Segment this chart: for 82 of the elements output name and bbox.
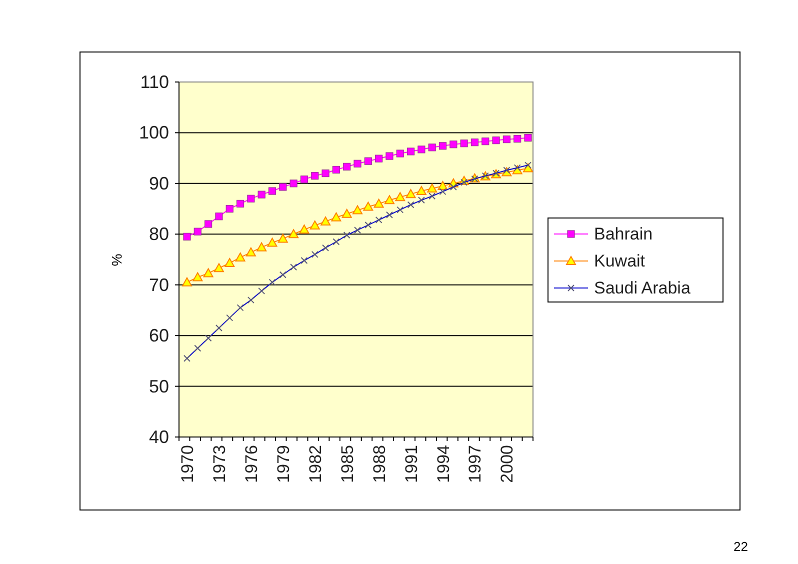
point <box>438 142 447 150</box>
y-tick-label: 100 <box>138 122 169 143</box>
point <box>384 195 394 204</box>
point <box>364 157 372 165</box>
point <box>416 186 426 196</box>
point <box>247 194 255 202</box>
point <box>256 242 267 252</box>
point <box>214 263 224 272</box>
x-tick-label: 1976 <box>242 445 261 483</box>
point <box>268 187 276 195</box>
point <box>300 176 308 184</box>
x-tick-label: 1994 <box>434 445 453 483</box>
x-tick-label: 2000 <box>498 445 517 483</box>
point <box>450 140 458 148</box>
y-tick-label: 110 <box>140 72 169 92</box>
y-axis-title: % <box>109 254 125 266</box>
point <box>332 166 340 174</box>
y-tick-label: 40 <box>148 427 169 447</box>
point <box>418 146 426 154</box>
point <box>470 138 479 146</box>
legend-label: Saudi Arabia <box>594 278 691 298</box>
point <box>395 192 406 202</box>
point <box>236 200 244 208</box>
point <box>278 234 288 243</box>
point <box>215 212 223 220</box>
point <box>311 172 319 180</box>
point <box>226 204 234 213</box>
point <box>267 238 278 247</box>
point <box>192 272 203 282</box>
point <box>182 277 192 286</box>
point <box>194 228 202 236</box>
point <box>288 229 299 238</box>
legend-label: Bahrain <box>594 224 653 244</box>
point <box>428 144 436 152</box>
x-tick-label: 1991 <box>402 445 421 483</box>
point <box>375 154 383 162</box>
point <box>363 202 374 211</box>
point <box>224 258 235 268</box>
y-tick-label: 80 <box>148 224 169 244</box>
point <box>386 152 394 160</box>
x-tick-label: 1982 <box>306 445 325 483</box>
x-tick-label: 1973 <box>210 445 229 483</box>
point <box>352 205 362 214</box>
y-tick-label: 60 <box>148 326 169 346</box>
point <box>460 140 468 148</box>
point <box>203 268 214 278</box>
x-tick-label: 1979 <box>274 445 293 483</box>
point <box>438 180 448 190</box>
point <box>235 252 246 262</box>
point <box>374 198 384 208</box>
text: 22 <box>734 539 748 554</box>
point <box>258 190 266 198</box>
point <box>427 184 438 192</box>
point <box>290 180 298 188</box>
point <box>183 232 191 240</box>
point <box>279 183 287 191</box>
x-tick-label: 1997 <box>466 445 485 483</box>
point <box>396 150 404 158</box>
point <box>406 189 416 198</box>
point <box>343 162 351 170</box>
point <box>514 135 522 143</box>
y-tick-label: 90 <box>148 173 169 194</box>
x-tick-label: 1988 <box>370 445 389 483</box>
point <box>524 134 532 142</box>
point <box>320 216 331 226</box>
point <box>246 247 256 256</box>
point <box>354 160 362 168</box>
point <box>502 136 510 144</box>
y-tick-label: 70 <box>148 274 169 295</box>
point <box>331 212 342 222</box>
point <box>482 138 490 146</box>
point <box>204 220 212 228</box>
point <box>322 169 330 178</box>
point <box>310 220 320 230</box>
x-tick-label: 1985 <box>338 445 357 483</box>
x-tick-label: 1970 <box>178 445 197 483</box>
point <box>406 148 415 156</box>
y-tick-label: 50 <box>148 376 169 396</box>
point <box>492 136 500 144</box>
legend-label: Kuwait <box>594 252 646 270</box>
point <box>299 224 310 234</box>
point <box>342 208 352 218</box>
